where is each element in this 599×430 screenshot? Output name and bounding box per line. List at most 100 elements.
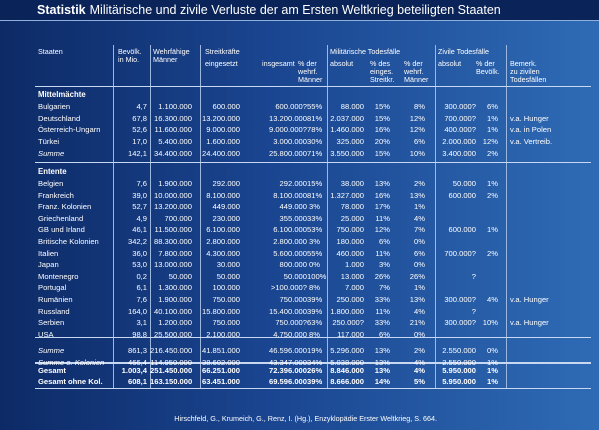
cell: 2.550.000	[442, 358, 476, 367]
cell: 15%	[307, 179, 323, 188]
cell: 861,3	[127, 346, 147, 356]
cell: 39%	[307, 306, 323, 316]
cell: 2%	[487, 248, 498, 258]
cell: 1%	[487, 358, 498, 367]
cell: 39%	[307, 295, 323, 304]
cell: 449.000	[212, 202, 240, 212]
row-label: Summe o. Kolonien	[38, 358, 105, 367]
row-label: Griechenland	[38, 213, 84, 223]
cell: 33%	[374, 318, 390, 328]
cell: 700.000	[164, 213, 192, 223]
group-header: Streitkräfte	[205, 47, 240, 56]
divider	[327, 45, 328, 388]
cell: 39,0	[132, 190, 147, 200]
cell: 750.000	[212, 295, 240, 304]
cell: 63%	[307, 318, 323, 328]
group-header: Militärische Todesfälle	[330, 47, 401, 56]
cell: 4%	[414, 306, 425, 316]
cell: 3,1	[136, 318, 147, 328]
column-header: % der wehrf. Männer	[404, 59, 429, 85]
cell: 0%	[414, 237, 425, 246]
row-label: Serbien	[38, 318, 65, 328]
cell: 52,6	[132, 125, 147, 135]
row-label: Russland	[38, 306, 70, 316]
cell: 25.500.000	[153, 329, 192, 339]
title-bar: Statistik Militärische und zivile Verlust…	[0, 0, 599, 21]
row-label: Summe	[38, 346, 65, 356]
cell: 750.000?	[275, 318, 307, 328]
cell: 88.000	[340, 102, 364, 111]
cell: 342,2	[127, 237, 147, 246]
cell: 3.550.000	[330, 149, 364, 159]
cell: 1.600.000	[206, 136, 240, 146]
cell: 66.251.000	[202, 366, 241, 375]
cell: 50.000	[283, 271, 307, 281]
cell: 8.100.000	[206, 190, 240, 200]
cell: 6%	[414, 136, 425, 146]
cell: 3.400.000	[442, 149, 476, 159]
cell: 8%	[309, 329, 320, 339]
cell: 8.846.000	[330, 366, 364, 375]
row-label: USA	[38, 329, 54, 339]
column-header: eingesetzt	[205, 59, 238, 68]
source: Hirschfeld, G., Krumeich, G., Renz, I. (…	[174, 414, 437, 423]
row-label: GB und Irland	[38, 225, 85, 235]
cell: 1.100.000	[158, 102, 192, 111]
cell: 6,1	[136, 283, 147, 293]
rule	[35, 86, 591, 87]
section-title: Mittelmächte	[38, 90, 86, 99]
cell: 98,8	[132, 329, 147, 339]
row-label: Portugal	[38, 283, 67, 293]
cell: 78.000	[340, 202, 364, 212]
row-label: Österreich-Ungarn	[38, 125, 101, 135]
cell: 2.800.000	[206, 237, 240, 246]
cell: 34%	[307, 358, 323, 367]
cell: 13.200.000	[202, 113, 241, 123]
cell: 12%	[374, 225, 390, 235]
cell: 14%	[374, 377, 390, 387]
cell: 8%	[414, 102, 425, 111]
cell: 88.300.000	[153, 237, 192, 246]
cell: 100.000	[212, 283, 240, 293]
cell: 142,1	[127, 149, 147, 159]
cell: 52,7	[132, 202, 147, 212]
cell: 300.000?	[444, 318, 476, 328]
cell: 164,0	[127, 306, 147, 316]
cell: 15.400.000	[268, 306, 307, 316]
cell: 38.602.000	[202, 358, 241, 367]
cell: 11.500.000	[154, 225, 192, 235]
cell: 8.100.000	[273, 190, 307, 200]
column-header: % der Bevölk.	[476, 59, 500, 77]
cell: 5.950.000	[442, 377, 476, 387]
cell: 1%	[487, 366, 498, 375]
row-label: Frankreich	[38, 190, 74, 200]
cell: 3%	[309, 202, 320, 212]
title: Statistik Militärische und zivile Verlust…	[37, 3, 501, 17]
cell: 15%	[374, 149, 390, 159]
divider	[113, 45, 114, 388]
cell: 19%	[307, 346, 323, 356]
cell: 13.000.000	[153, 260, 192, 270]
cell: 63.451.000	[202, 377, 241, 387]
cell: v.a. in Polen	[510, 125, 552, 135]
cell: 13.200.000	[153, 202, 192, 212]
cell: 2%	[487, 149, 498, 159]
rule	[35, 337, 591, 338]
cell: 7%	[414, 225, 425, 235]
cell: 5.600.000	[273, 248, 307, 258]
cell: 0%	[414, 329, 425, 339]
cell: 1.900.000	[158, 295, 192, 304]
cell: 1.900.000	[158, 179, 192, 188]
cell: 17,0	[132, 136, 147, 146]
cell: ?	[471, 306, 476, 316]
cell: 11%	[375, 213, 390, 223]
cell: 600.000?	[275, 102, 307, 111]
cell: >100.000?	[270, 283, 307, 293]
cell: v.a. Hunger	[510, 113, 549, 123]
cell: 30.000	[216, 260, 240, 270]
cell: 750.000	[279, 295, 307, 304]
divider	[435, 45, 436, 388]
cell: 1%	[487, 125, 498, 135]
cell: 55%	[307, 102, 323, 111]
cell: 0,2	[136, 271, 147, 281]
